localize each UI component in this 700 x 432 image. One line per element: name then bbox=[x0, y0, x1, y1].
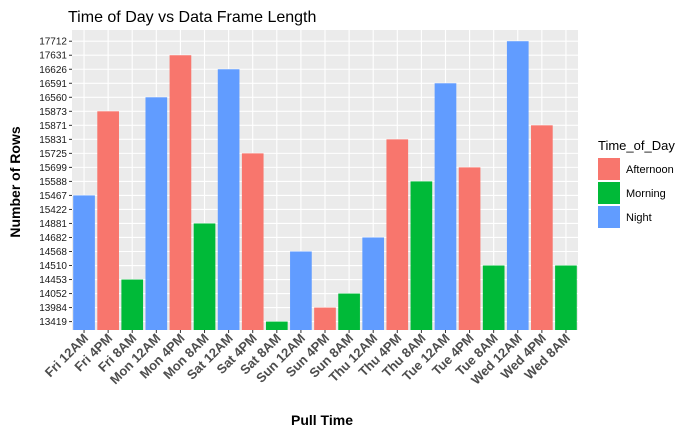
y-tick-label: 14568 bbox=[39, 247, 67, 258]
bar-mon-4pm bbox=[169, 55, 192, 331]
y-tick-label: 15699 bbox=[39, 163, 67, 174]
y-tick-label: 17712 bbox=[39, 37, 67, 48]
y-tick-label: 15831 bbox=[39, 135, 67, 146]
x-axis-title: Pull Time bbox=[291, 412, 353, 428]
bar-wed-8am bbox=[555, 265, 577, 330]
y-tick-label: 15588 bbox=[39, 177, 67, 188]
y-tick-label: 14881 bbox=[39, 219, 67, 230]
bar-wed-4pm bbox=[531, 125, 553, 330]
legend-label-afternoon: Afternoon bbox=[626, 164, 674, 176]
y-tick-label: 15467 bbox=[39, 191, 67, 202]
y-tick-label: 16626 bbox=[39, 65, 67, 76]
y-tick-label: 14682 bbox=[39, 233, 67, 244]
legend-key-night bbox=[598, 206, 620, 228]
bar-thu-12am bbox=[362, 237, 385, 330]
y-tick-label: 13419 bbox=[39, 317, 67, 328]
bar-thu-4pm bbox=[386, 139, 409, 330]
y-tick-label: 15725 bbox=[39, 149, 67, 160]
chart-title: Time of Day vs Data Frame Length bbox=[68, 9, 316, 26]
bar-fri-12am bbox=[73, 195, 95, 330]
legend-label-morning: Morning bbox=[626, 188, 666, 200]
y-axis: 13419 13984 14052 14453 14510 14568 14682 14881… bbox=[39, 37, 72, 328]
y-tick-label: 16560 bbox=[39, 93, 67, 104]
bar-sun-4pm bbox=[314, 307, 336, 330]
bar-sun-8am bbox=[338, 293, 360, 330]
y-tick-label: 17631 bbox=[39, 51, 67, 62]
bar-wed-12am bbox=[506, 41, 529, 330]
bars bbox=[73, 41, 577, 331]
y-axis-title: Number of Rows bbox=[7, 126, 23, 237]
legend-title: Time_of_Day bbox=[598, 138, 675, 153]
bar-tue-12am bbox=[434, 83, 457, 330]
bar-fri-4pm bbox=[97, 111, 119, 330]
y-tick-label: 15871 bbox=[39, 121, 67, 132]
bar-sun-12am bbox=[290, 251, 312, 330]
bar-sat-8am bbox=[265, 321, 288, 330]
y-tick-label: 15422 bbox=[39, 205, 67, 216]
bar-tue-4pm bbox=[458, 167, 481, 330]
y-tick-label: 16591 bbox=[39, 79, 67, 90]
bar-mon-8am bbox=[193, 223, 216, 330]
legend-key-afternoon bbox=[598, 158, 620, 180]
bar-thu-8am bbox=[410, 181, 433, 330]
legend-key-morning bbox=[598, 182, 620, 204]
y-tick-label: 14052 bbox=[39, 289, 67, 300]
bar-fri-8am bbox=[121, 279, 144, 330]
bar-tue-8am bbox=[482, 265, 505, 330]
bar-sat-12am bbox=[217, 69, 240, 331]
legend: Time_of_Day Afternoon Morning Night bbox=[598, 138, 675, 228]
legend-label-night: Night bbox=[626, 212, 652, 224]
y-tick-label: 14453 bbox=[39, 275, 67, 286]
bar-sat-4pm bbox=[241, 153, 264, 330]
y-tick-label: 13984 bbox=[39, 303, 67, 314]
bar-mon-12am bbox=[145, 97, 168, 330]
y-tick-label: 14510 bbox=[39, 261, 67, 272]
y-tick-label: 15873 bbox=[39, 107, 67, 118]
